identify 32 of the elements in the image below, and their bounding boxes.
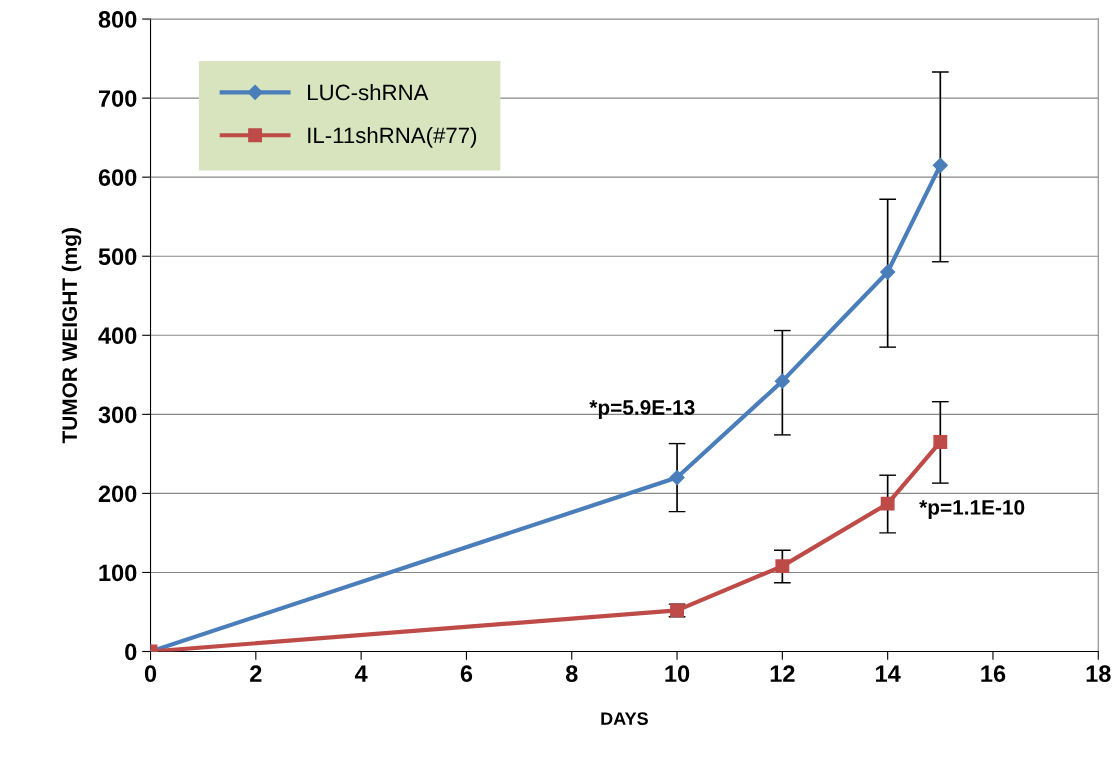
point (880, 264, 896, 280)
point (880, 496, 895, 511)
x-tick-label: 14 (876, 665, 901, 682)
y-axis-title: TUMOR WEIGHT (mg) (61, 228, 82, 444)
x-tick-label: 10 (665, 665, 690, 683)
x-tick-label: 8 (565, 665, 578, 683)
y-tick-label: 500 (98, 248, 137, 266)
point (774, 373, 790, 389)
y-tick-label: 200 (98, 485, 137, 503)
x-tick-label: 12 (770, 665, 795, 682)
x-tick-label: 16 (981, 665, 1006, 683)
y-tick-label: 600 (98, 169, 137, 186)
y-tick-label: 0 (125, 643, 137, 661)
x-tick-label: 6 (460, 665, 473, 683)
annotation: *p=1.1E-10 (919, 500, 1025, 519)
annotation: *p=5.9E-13 (589, 400, 695, 419)
x-tick-label: 18 (1086, 665, 1111, 683)
point (669, 470, 685, 486)
x-tick-label: 0 (144, 665, 157, 683)
point (932, 157, 948, 173)
x-tick-label: 2 (250, 665, 262, 682)
x-axis-title: DAYS (601, 712, 648, 725)
x-tick-label: 4 (354, 665, 368, 682)
point (933, 435, 948, 449)
legend-label: IL-11shRNA(#77) (308, 126, 477, 148)
y-tick-label: 400 (98, 327, 137, 345)
y-tick-label: 100 (99, 564, 137, 582)
y-tick-label: 300 (98, 406, 137, 424)
point (775, 559, 790, 574)
legend-label: LUC-shRNA (308, 84, 429, 101)
y-tick-label: 700 (98, 90, 137, 107)
y-tick-label: 800 (98, 11, 137, 28)
